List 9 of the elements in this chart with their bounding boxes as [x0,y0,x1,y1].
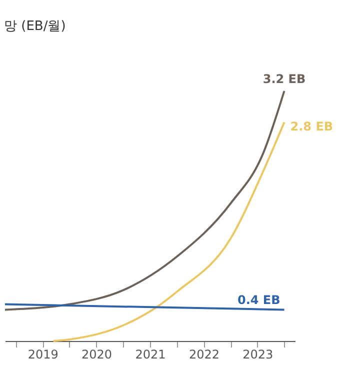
data-label: 3.2 EB [262,72,306,86]
x-tick-label: 2023 [242,348,274,362]
x-tick-label: 2021 [135,348,166,362]
chart-title: 망 (EB/월) [4,19,66,34]
x-tick-label: 2019 [28,348,58,362]
data-label: 0.4 EB [237,292,280,307]
x-tick-label: 2022 [188,348,220,362]
data-label: 2.8 EB [290,119,334,134]
x-tick-label: 2020 [82,348,112,362]
